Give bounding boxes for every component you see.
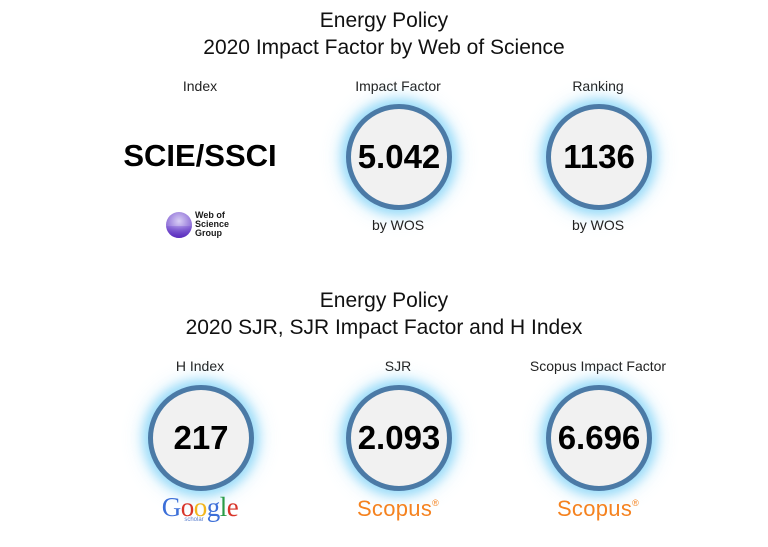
h-index-label: H Index xyxy=(175,358,225,374)
impact-factor-source: by WOS xyxy=(371,217,425,233)
ranking-label: Ranking xyxy=(572,78,624,94)
sjr-label: SJR xyxy=(384,358,412,374)
registered-mark-icon: ® xyxy=(632,498,640,508)
ranking-circle: 1136 xyxy=(546,104,652,210)
impact-factor-value: 5.042 xyxy=(357,138,441,175)
scopus-impact-factor-value: 6.696 xyxy=(557,419,641,456)
wos-orb-icon xyxy=(166,211,192,238)
ranking-column: Ranking 1136 by WOS xyxy=(498,0,698,260)
scopus-impact-factor-label: Scopus Impact Factor xyxy=(529,358,667,374)
h-index-value: 217 xyxy=(173,419,229,456)
ranking-source: by WOS xyxy=(571,217,625,233)
scopus-impact-factor-column: Scopus Impact Factor 6.696 Scopus® xyxy=(498,0,698,547)
h-index-circle: 217 xyxy=(148,385,254,491)
scopus-logo: Scopus® xyxy=(556,496,640,521)
wos-logo-line: Group xyxy=(195,228,222,238)
index-column: Index SCIE/SSCI Web of Science Group xyxy=(100,0,300,260)
wos-logo-line: Web of xyxy=(195,210,225,220)
google-scholar-subtext: scholar xyxy=(184,517,204,523)
ranking-value: 1136 xyxy=(563,138,635,175)
section1-journal-name: Energy Policy xyxy=(319,9,449,32)
impact-factor-label: Impact Factor xyxy=(355,78,441,94)
web-of-science-group-logo: Web of Science Group xyxy=(166,211,229,238)
scopus-impact-factor-circle: 6.696 xyxy=(546,385,652,491)
index-label: Index xyxy=(182,78,218,94)
h-index-column: H Index 217 Google scholar xyxy=(100,0,300,547)
section2-title: Energy Policy 2020 SJR, SJR Impact Facto… xyxy=(0,287,768,341)
index-value: SCIE/SSCI xyxy=(123,138,277,173)
impact-factor-circle: 5.042 xyxy=(346,104,452,210)
scopus-logo: Scopus® xyxy=(356,496,440,521)
section1-title: Energy Policy 2020 Impact Factor by Web … xyxy=(0,7,768,61)
google-scholar-logo: Google xyxy=(161,492,239,522)
registered-mark-icon: ® xyxy=(432,498,440,508)
sjr-column: SJR 2.093 Scopus® xyxy=(298,0,498,547)
sjr-value: 2.093 xyxy=(357,419,441,456)
wos-logo-line: Science xyxy=(195,219,230,229)
section2-subtitle: 2020 SJR, SJR Impact Factor and H Index xyxy=(185,316,583,339)
impact-factor-column: Impact Factor 5.042 by WOS xyxy=(298,0,498,260)
section2-journal-name: Energy Policy xyxy=(319,289,449,312)
section1-subtitle: 2020 Impact Factor by Web of Science xyxy=(203,36,565,59)
sjr-circle: 2.093 xyxy=(346,385,452,491)
